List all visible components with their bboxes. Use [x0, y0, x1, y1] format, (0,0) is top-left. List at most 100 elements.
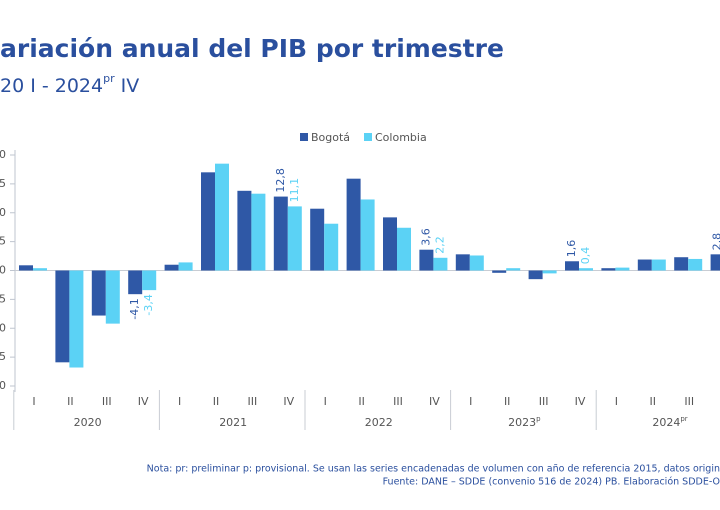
bar: [251, 193, 266, 271]
bar: [637, 259, 652, 271]
value-label: 2,2: [433, 236, 446, 254]
x-tick-label: III: [248, 395, 258, 408]
y-tick-label: -15: [0, 350, 6, 363]
group-year: 2024: [652, 416, 680, 429]
group-year: 2023: [508, 416, 536, 429]
bar: [528, 270, 543, 280]
value-label: 3,6: [419, 228, 432, 246]
x-group-label: 2024pr: [652, 415, 687, 429]
value-label: 2,8: [711, 233, 720, 251]
bar: [33, 268, 47, 271]
bar: [105, 270, 120, 324]
legend-swatch: [364, 133, 372, 141]
legend-label: Bogotá: [311, 131, 350, 144]
bar: [128, 270, 143, 295]
y-tick-label: 20: [0, 148, 6, 161]
bar: [651, 259, 666, 271]
x-tick-label: I: [32, 395, 35, 408]
bar: [91, 270, 106, 316]
subtitle-sup: pr: [103, 72, 115, 85]
x-tick-label: I: [324, 395, 327, 408]
bar: [19, 265, 33, 271]
y-tick-label: 0: [0, 264, 6, 277]
bar: [455, 254, 470, 271]
bar: [383, 217, 397, 271]
group-sup: p: [536, 415, 541, 423]
bar: [237, 190, 252, 271]
bar: [419, 249, 434, 271]
bar: [310, 208, 325, 271]
group-year: 2021: [219, 416, 247, 429]
x-tick-label: IV: [575, 395, 586, 408]
bar: [601, 268, 616, 271]
x-tick-label: I: [615, 395, 618, 408]
x-tick-label: II: [504, 395, 511, 408]
note: Nota: pr: preliminar p: provisional. Se …: [147, 464, 720, 475]
bar: [346, 178, 361, 271]
x-group-label: 2020: [74, 416, 102, 429]
x-tick-label: III: [684, 395, 694, 408]
bar: [688, 258, 703, 271]
bar: [433, 257, 448, 271]
group-year: 2020: [74, 416, 102, 429]
bar: [273, 196, 288, 271]
x-group-label: 2021: [219, 416, 247, 429]
legend-swatch: [300, 133, 308, 141]
x-tick-label: II: [67, 395, 74, 408]
x-tick-label: III: [102, 395, 112, 408]
x-tick-label: IV: [138, 395, 149, 408]
x-tick-label: IV: [429, 395, 440, 408]
value-label: 1,6: [565, 240, 578, 258]
x-tick-label: III: [393, 395, 403, 408]
y-tick-label: 15: [0, 177, 6, 190]
value-label: -4,1: [128, 298, 141, 319]
bar: [615, 267, 630, 271]
x-tick-label: I: [178, 395, 181, 408]
x-tick-label: II: [213, 395, 220, 408]
value-label: -3,4: [142, 294, 155, 315]
bar: [565, 261, 579, 271]
bar: [542, 270, 557, 274]
bar: [287, 206, 302, 271]
bar: [492, 270, 507, 273]
value-label: 11,1: [288, 178, 301, 203]
bar: [674, 257, 689, 271]
x-group-label: 2022: [365, 416, 393, 429]
bar: [201, 172, 215, 271]
note: Fuente: DANE – SDDE (convenio 516 de 202…: [383, 477, 720, 488]
bar: [69, 270, 84, 368]
y-tick-label: -20: [0, 379, 6, 392]
x-tick-label: I: [469, 395, 472, 408]
bar: [178, 262, 193, 271]
x-tick-label: II: [358, 395, 365, 408]
chart-title: ariación anual del PIB por trimestre: [0, 34, 504, 63]
bar: [324, 223, 339, 271]
group-year: 2022: [365, 416, 393, 429]
y-tick-label: -5: [0, 292, 6, 305]
bar: [142, 270, 157, 291]
x-tick-label: III: [539, 395, 549, 408]
subtitle-end: IV: [115, 75, 140, 97]
chart-subtitle: 20 I - 2024pr IV: [0, 72, 139, 97]
value-label: 12,8: [274, 168, 287, 193]
bar: [55, 270, 70, 363]
group-sup: pr: [680, 415, 687, 423]
subtitle-text: 20 I - 2024: [0, 75, 103, 97]
bar: [397, 227, 411, 271]
bar: [215, 163, 229, 271]
bar: [710, 254, 720, 271]
bar: [579, 268, 593, 271]
bar: [360, 199, 375, 271]
x-tick-label: II: [650, 395, 657, 408]
y-tick-label: 10: [0, 206, 6, 219]
y-tick-label: 5: [0, 235, 6, 248]
legend-label: Colombia: [375, 131, 427, 144]
x-tick-label: IV: [283, 395, 294, 408]
bar: [164, 264, 179, 271]
x-group-label: 2023p: [508, 415, 541, 429]
bar: [469, 255, 484, 271]
value-label: 0,4: [579, 247, 592, 265]
y-tick-label: -10: [0, 321, 6, 334]
